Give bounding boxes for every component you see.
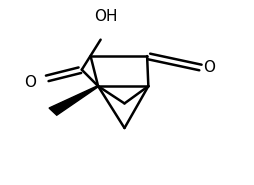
Text: OH: OH bbox=[94, 9, 117, 24]
Text: O: O bbox=[24, 75, 36, 90]
Text: O: O bbox=[203, 60, 215, 75]
Polygon shape bbox=[49, 86, 99, 115]
